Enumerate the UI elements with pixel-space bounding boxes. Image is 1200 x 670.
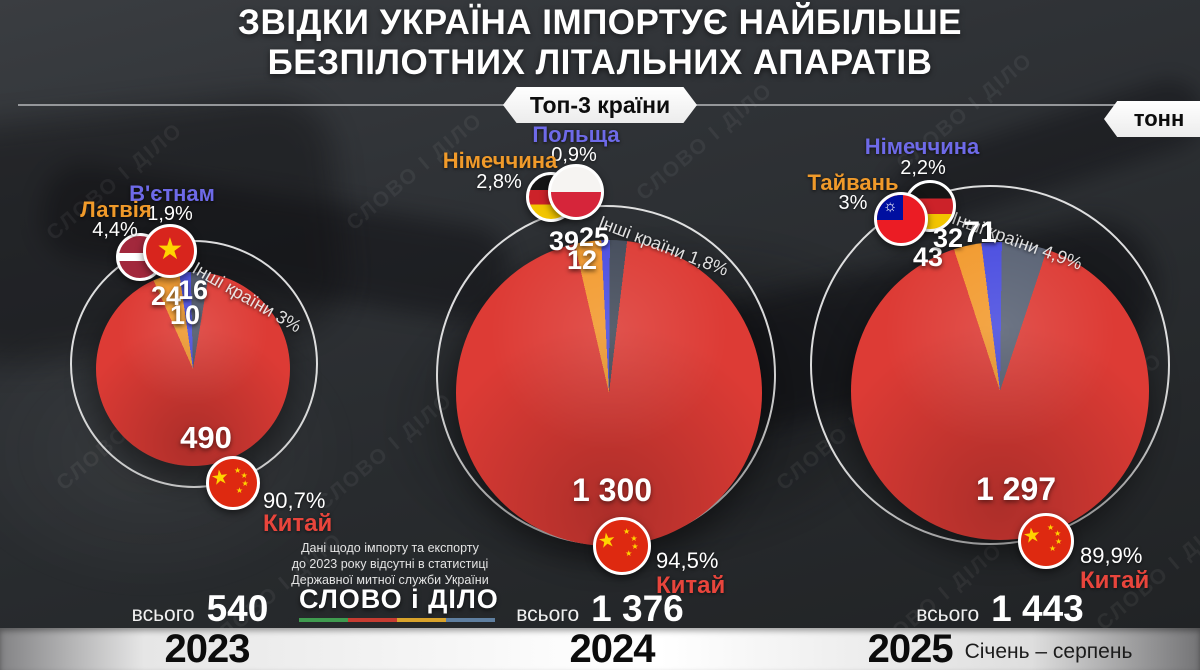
percent-taiwan: 3% — [838, 192, 868, 214]
year-axis-bar — [0, 628, 1200, 670]
percent-germany: 2,2% — [900, 157, 946, 179]
footnote-line: Дані щодо імпорту та експорту — [301, 541, 479, 555]
year-range-label: Січень – серпень — [964, 640, 1133, 663]
country-label-taiwan: Тайвань — [807, 170, 899, 195]
china-flag-icon: ★ ★ ★ ★ ★ — [206, 456, 260, 510]
year-2023: 2023 — [107, 628, 307, 670]
total-label: всього — [916, 603, 980, 626]
china-percent: 89,9% — [1080, 543, 1143, 568]
china-percent: 90,7% — [263, 488, 326, 513]
top3-countries-badge: Топ-3 країни — [503, 87, 697, 123]
country-label-germany: Німеччина — [864, 134, 980, 159]
logo-color-bar — [299, 618, 495, 622]
year-label: 2025 — [867, 627, 954, 670]
value-poland: 12 — [566, 245, 598, 275]
percent-germany: 2,8% — [476, 171, 522, 193]
china-flag-icon: ★ ★ ★ ★ ★ — [593, 517, 651, 575]
total-value: 540 — [206, 588, 269, 629]
total-2025: всього 1 443 — [870, 588, 1130, 630]
page-title-line2: БЕЗПІЛОТНИХ ЛІТАЛЬНИХ АПАРАТІВ — [267, 43, 933, 82]
percent-poland: 0,9% — [551, 144, 597, 166]
china-value: 1 297 — [975, 471, 1057, 507]
china-percent: 94,5% — [656, 548, 719, 573]
total-2023: всього 540 — [80, 588, 320, 630]
china-label: Китай — [263, 510, 333, 537]
logo-text: СЛОВО і ДІЛО — [299, 584, 499, 614]
watermark: СЛОВО І ДІЛО — [312, 388, 458, 516]
total-value: 1 376 — [591, 588, 684, 629]
total-label: всього — [131, 603, 195, 626]
total-2024: всього 1 376 — [470, 588, 730, 630]
china-value: 490 — [180, 420, 232, 455]
china-label: Китай — [1080, 567, 1150, 594]
year-label: 2024 — [569, 627, 656, 670]
china-flag-icon: ★ ★ ★ ★ ★ — [1018, 513, 1074, 569]
data-source-footnote: Дані щодо імпорту та експорту до 2023 ро… — [282, 540, 498, 588]
total-label: всього — [516, 603, 580, 626]
year-label: 2023 — [164, 627, 251, 670]
china-value: 1 300 — [571, 472, 653, 508]
value-germany: 32 — [932, 223, 964, 253]
page-title-line1: ЗВІДКИ УКРАЇНА ІМПОРТУЄ НАЙБІЛЬШЕ — [238, 3, 962, 42]
units-badge: тонн — [1104, 101, 1200, 137]
total-value: 1 443 — [991, 588, 1084, 629]
country-label-poland: Польща — [532, 122, 620, 147]
value-vietnam: 10 — [169, 300, 201, 330]
percent-latvia: 4,4% — [92, 219, 138, 241]
year-2025: 2025 Січень – серпень — [855, 628, 1145, 670]
footnote-line: до 2023 року відсутні в статистиці — [291, 557, 489, 571]
year-2024: 2024 — [512, 628, 712, 670]
slovoidilo-logo: СЛОВО і ДІЛО — [299, 584, 499, 622]
